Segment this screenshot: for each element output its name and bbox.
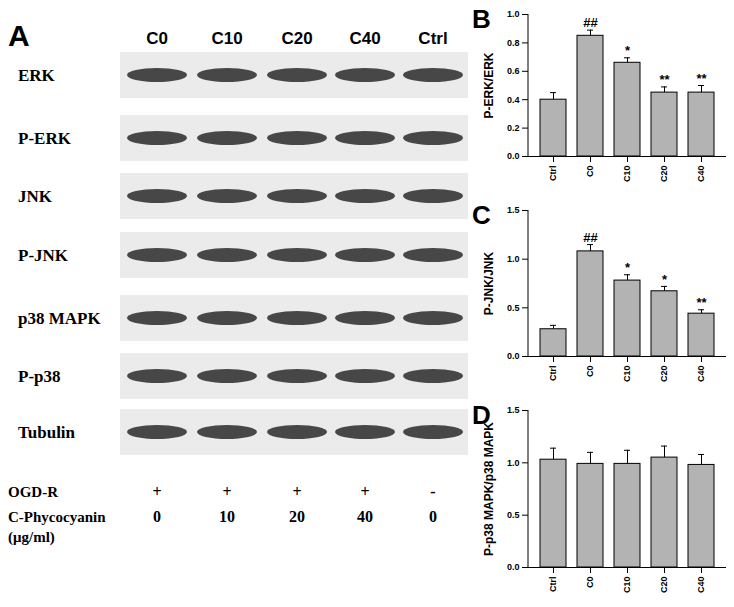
svg-text:C10: C10 — [211, 29, 242, 48]
svg-text:+: + — [152, 483, 161, 500]
svg-text:0.2: 0.2 — [507, 123, 520, 133]
svg-text:*: * — [625, 260, 631, 275]
svg-text:C0: C0 — [146, 29, 168, 48]
svg-text:0.8: 0.8 — [507, 38, 520, 48]
svg-text:P-JNK: P-JNK — [18, 246, 69, 265]
svg-text:P-ERK/ERK: P-ERK/ERK — [482, 52, 496, 118]
svg-text:1.0: 1.0 — [507, 458, 520, 468]
svg-text:p38 MAPK: p38 MAPK — [18, 309, 101, 328]
svg-text:P-p38 MAPK/p38 MAPK: P-p38 MAPK/p38 MAPK — [482, 422, 496, 556]
svg-text:C0: C0 — [585, 577, 595, 589]
svg-text:+: + — [222, 483, 231, 500]
svg-text:1.5: 1.5 — [507, 405, 520, 415]
svg-text:40: 40 — [357, 508, 373, 525]
svg-text:**: ** — [696, 71, 707, 86]
svg-text:**: ** — [659, 72, 670, 87]
svg-text:A: A — [8, 19, 30, 52]
svg-text:P-ERK: P-ERK — [18, 129, 72, 148]
svg-text:20: 20 — [289, 508, 305, 525]
svg-text:(μg/ml): (μg/ml) — [8, 529, 55, 546]
svg-text:+: + — [360, 483, 369, 500]
svg-text:Ctrl: Ctrl — [548, 577, 558, 593]
svg-text:ERK: ERK — [18, 66, 56, 85]
svg-text:Tubulin: Tubulin — [18, 423, 76, 442]
html-text:D: D — [472, 400, 491, 430]
svg-text:##: ## — [583, 15, 598, 30]
svg-text:0.6: 0.6 — [507, 66, 520, 76]
svg-text:C40: C40 — [349, 29, 380, 48]
svg-text:C10: C10 — [622, 366, 632, 383]
svg-text:1.5: 1.5 — [507, 205, 520, 215]
svg-text:Ctrl: Ctrl — [548, 366, 558, 382]
svg-text:C20: C20 — [659, 366, 669, 383]
svg-text:0.5: 0.5 — [507, 510, 520, 520]
svg-text:*: * — [662, 272, 668, 287]
svg-text:P-JNK/JNK: P-JNK/JNK — [482, 252, 496, 316]
html-text:B: B — [472, 4, 491, 34]
svg-text:C0: C0 — [585, 166, 595, 178]
svg-text:0.0: 0.0 — [507, 151, 520, 161]
svg-text:C40: C40 — [696, 366, 706, 383]
svg-text:C10: C10 — [622, 577, 632, 594]
svg-text:P-p38: P-p38 — [18, 367, 61, 386]
svg-text:C40: C40 — [696, 577, 706, 594]
svg-text:0: 0 — [429, 508, 437, 525]
svg-text:1.0: 1.0 — [507, 9, 520, 19]
svg-text:##: ## — [583, 230, 598, 245]
svg-text:Ctrl: Ctrl — [548, 166, 558, 182]
svg-text:+: + — [292, 483, 301, 500]
svg-text:C20: C20 — [281, 29, 312, 48]
svg-text:1.0: 1.0 — [507, 254, 520, 264]
svg-text:OGD-R: OGD-R — [8, 484, 58, 500]
svg-text:*: * — [625, 43, 631, 58]
svg-text:C10: C10 — [622, 166, 632, 183]
svg-text:**: ** — [696, 295, 707, 310]
html-text:C: C — [472, 200, 491, 230]
svg-text:0.0: 0.0 — [507, 351, 520, 361]
svg-text:0.4: 0.4 — [507, 95, 520, 105]
svg-text:C0: C0 — [585, 366, 595, 378]
svg-text:Ctrl: Ctrl — [418, 29, 447, 48]
svg-text:0.5: 0.5 — [507, 303, 520, 313]
svg-text:0.0: 0.0 — [507, 562, 520, 572]
svg-text:C20: C20 — [659, 166, 669, 183]
svg-text:10: 10 — [219, 508, 235, 525]
svg-text:-: - — [430, 483, 435, 500]
svg-text:JNK: JNK — [18, 187, 53, 206]
svg-text:C-Phycocyanin: C-Phycocyanin — [8, 509, 106, 525]
svg-text:0: 0 — [153, 508, 161, 525]
svg-text:C20: C20 — [659, 577, 669, 594]
svg-text:C40: C40 — [696, 166, 706, 183]
